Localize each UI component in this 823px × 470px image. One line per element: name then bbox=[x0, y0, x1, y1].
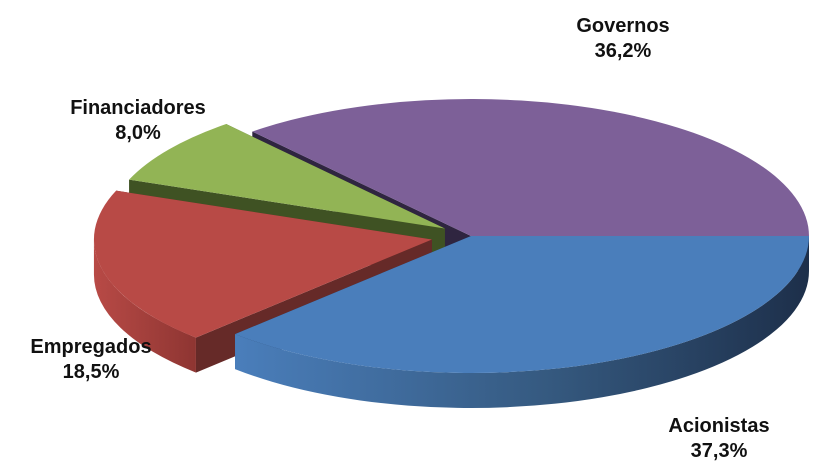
slice-label-empregados-name: Empregados bbox=[30, 336, 152, 358]
slices-layer bbox=[93, 98, 810, 409]
pie-slice-governos-top bbox=[252, 98, 809, 236]
slice-label-governos: Governos 36,2% bbox=[576, 14, 669, 64]
slice-label-financiadores-value: 8,0% bbox=[115, 122, 161, 144]
slice-label-acionistas: Acionistas 37,3% bbox=[668, 414, 769, 464]
slice-label-empregados-value: 18,5% bbox=[62, 361, 120, 383]
pie-slice-financiadores-top bbox=[129, 124, 445, 229]
pie-slice-empregados-top bbox=[93, 190, 432, 338]
pie-slice-acionistas bbox=[235, 236, 810, 409]
slice-label-financiadores-name: Financiadores bbox=[70, 97, 206, 119]
slice-label-empregados: Empregados 18,5% bbox=[30, 335, 151, 385]
slice-label-governos-name: Governos bbox=[576, 15, 670, 37]
pie-slice-acionistas-top bbox=[235, 236, 810, 374]
pie-slice-acionistas-side bbox=[235, 236, 810, 409]
slice-label-acionistas-value: 37,3% bbox=[690, 440, 748, 462]
slice-label-acionistas-name: Acionistas bbox=[668, 415, 770, 437]
slice-label-financiadores: Financiadores 8,0% bbox=[70, 96, 206, 146]
slice-label-governos-value: 36,2% bbox=[594, 40, 652, 62]
pie-slice-empregados-side bbox=[93, 239, 196, 373]
